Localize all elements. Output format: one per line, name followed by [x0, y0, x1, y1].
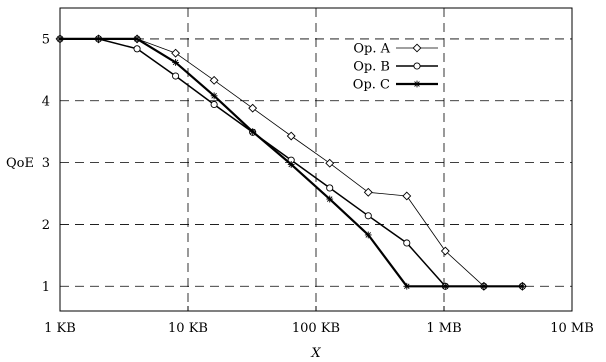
legend-label: Op. B: [353, 60, 390, 75]
x-axis-title: X: [310, 346, 321, 361]
data-point-marker: [249, 128, 257, 136]
data-point-marker: [402, 191, 412, 201]
data-point-marker: [364, 231, 372, 239]
data-point-marker: [413, 62, 421, 70]
data-point-marker: [209, 75, 219, 85]
data-point-marker: [286, 131, 296, 141]
data-point-marker: [172, 59, 179, 66]
y-tick-label: 3: [42, 156, 50, 171]
data-point-marker: [441, 282, 449, 290]
legend-label: Op. C: [353, 78, 390, 93]
y-tick-label: 1: [42, 280, 50, 295]
legend: Op. A Op. B Op. C: [353, 42, 438, 93]
y-tick-label: 4: [42, 94, 50, 109]
x-tick-label: 10 MB: [550, 321, 594, 336]
y-tick-label: 2: [42, 218, 50, 233]
x-tick-label: 100 KB: [292, 321, 340, 336]
data-point-marker: [210, 92, 218, 100]
data-point-marker: [364, 212, 372, 220]
series-layer: [55, 34, 527, 291]
data-point-marker: [133, 35, 141, 43]
series-op-c: [56, 35, 526, 290]
data-point-marker: [326, 184, 334, 192]
data-point-marker: [325, 158, 335, 168]
legend-label: Op. A: [353, 42, 390, 57]
legend-item: Op. A: [353, 42, 438, 57]
data-point-marker: [363, 187, 373, 197]
data-point-marker: [412, 43, 422, 53]
data-point-marker: [171, 48, 181, 58]
data-point-marker: [248, 103, 258, 113]
x-tick-label: 1 MB: [426, 321, 461, 336]
data-point-marker: [133, 45, 141, 53]
data-point-marker: [413, 80, 421, 88]
data-point-marker: [480, 282, 488, 290]
data-point-marker: [326, 195, 334, 203]
data-point-marker: [403, 282, 411, 290]
tick-labels: 1 KB 10 KB 100 KB 1 MB 10 MB 1 2 3 4 5: [42, 32, 594, 336]
legend-item: Op. B: [353, 60, 438, 75]
y-tick-label: 5: [42, 32, 50, 47]
x-tick-label: 10 KB: [168, 321, 208, 336]
data-point-marker: [210, 100, 218, 109]
data-point-marker: [440, 246, 450, 256]
data-point-marker: [403, 239, 411, 247]
legend-item: Op. C: [353, 78, 438, 93]
grid-lines: [60, 8, 572, 311]
y-axis-title: QoE: [6, 156, 34, 171]
x-tick-label: 1 KB: [44, 321, 76, 336]
data-point-marker: [172, 72, 180, 80]
data-point-marker: [287, 161, 295, 168]
data-point-marker: [95, 35, 102, 43]
data-point-marker: [518, 282, 526, 290]
